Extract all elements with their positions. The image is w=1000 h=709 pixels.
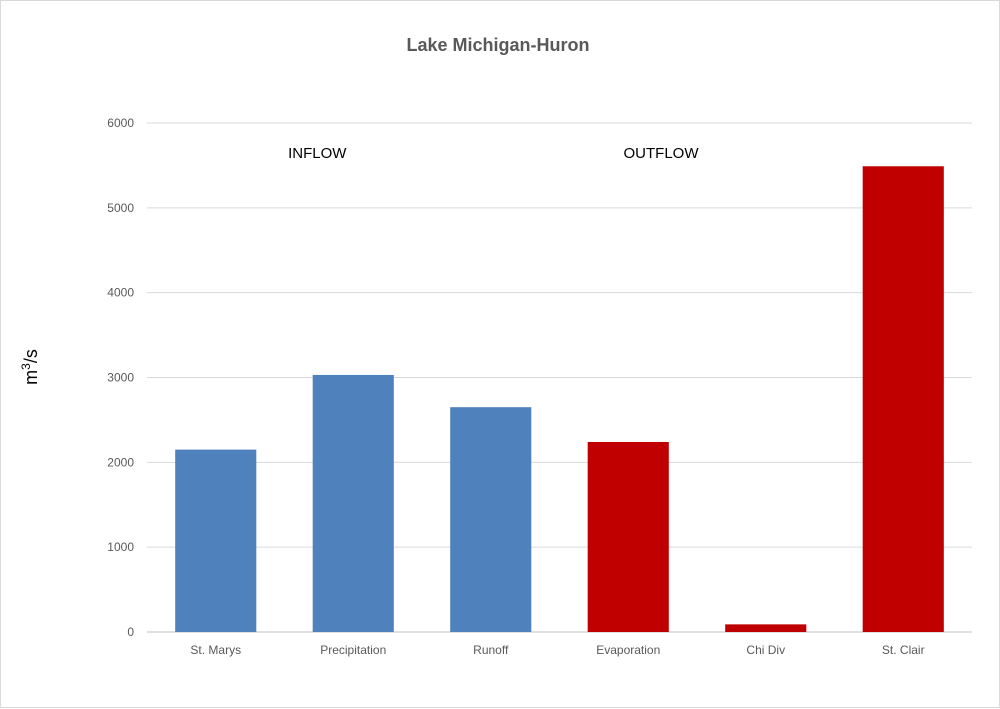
chart-title: Lake Michigan-Huron [406, 35, 589, 55]
x-category-label: Evaporation [596, 643, 660, 657]
y-axis-label-superscript: 3 [19, 363, 33, 370]
y-axis-label-rest: /s [21, 349, 41, 363]
y-tick-label: 0 [127, 625, 134, 639]
annotation-inflow: INFLOW [288, 145, 347, 162]
bar-runoff [450, 407, 532, 632]
bar-precipitation [312, 374, 394, 632]
y-tick-label: 1000 [107, 540, 134, 554]
gridlines [147, 122, 972, 633]
bar-evaporation [587, 441, 669, 632]
x-category-label: Precipitation [320, 643, 386, 657]
x-category-label: St. Marys [190, 643, 241, 657]
x-category-label: St. Clair [882, 643, 925, 657]
y-tick-label: 3000 [107, 371, 134, 385]
y-tick-label: 5000 [107, 201, 134, 215]
y-axis-label: m3/s [19, 349, 41, 385]
annotations: INFLOW OUTFLOW [288, 145, 699, 162]
bar-chi-div [725, 624, 807, 632]
bars [175, 166, 944, 632]
bar-st-marys [175, 449, 257, 632]
x-category-label: Chi Div [746, 643, 785, 657]
x-axis-categories: St. Marys Precipitation Runoff Evaporation C… [190, 643, 924, 657]
y-axis-ticks: 0 1000 2000 3000 4000 5000 6000 [107, 116, 134, 639]
y-tick-label: 4000 [107, 286, 134, 300]
y-tick-label: 6000 [107, 116, 134, 130]
y-tick-label: 2000 [107, 455, 134, 469]
x-category-label: Runoff [473, 643, 509, 657]
annotation-outflow: OUTFLOW [624, 145, 700, 162]
y-axis-label-base: m [21, 370, 41, 385]
bar-st-clair [862, 166, 944, 632]
